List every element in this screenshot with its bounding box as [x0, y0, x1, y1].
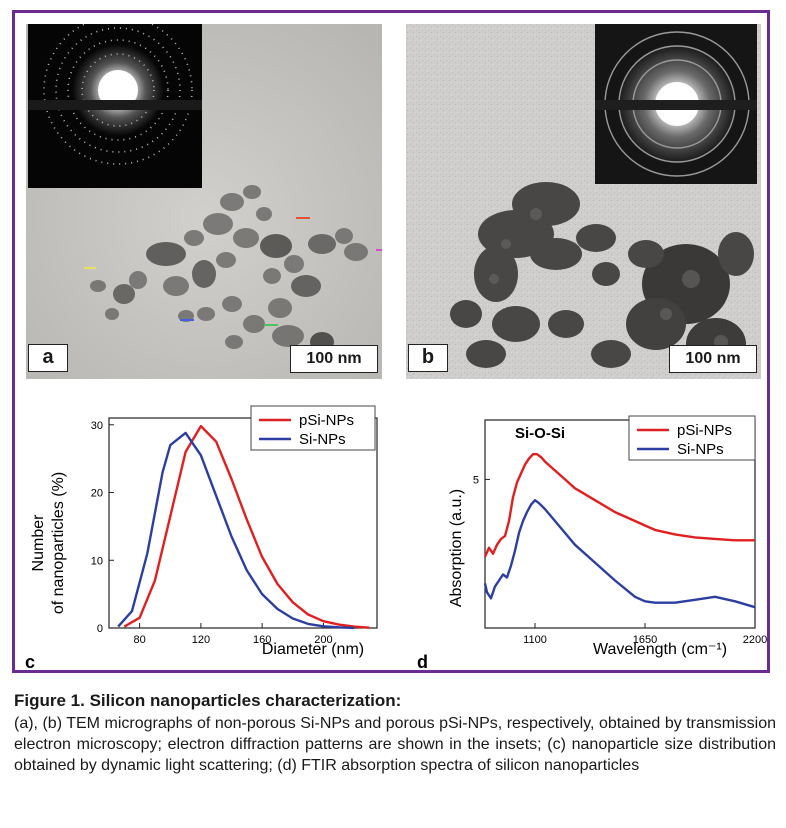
c-series-line-1 — [117, 431, 355, 630]
c-legend-label-0: pSi-NPs — [299, 412, 354, 429]
d-xtick-label: 2200 — [743, 634, 767, 646]
c-ytick-label: 20 — [91, 488, 103, 500]
c-ytick-label: 10 — [91, 555, 103, 567]
c-xtick-label: 160 — [253, 634, 271, 646]
chart-c-ylabel-line-1: Number — [30, 514, 47, 572]
d-xtick-label: 1100 — [523, 634, 547, 646]
d-legend-box — [628, 415, 756, 461]
d-legend-label-0: pSi-NPs — [677, 422, 732, 439]
c-xtick-label: 120 — [192, 634, 210, 646]
ftir-absorption-chart: 1100 1650 2200 5 pSi-NPs Si-NPs Absorption (… — [417, 415, 767, 672]
figure-caption: Figure 1. Silicon nanoparticles characte… — [14, 690, 776, 776]
d-legend-label-1: Si-NPs — [677, 441, 724, 458]
chart-d-axes: 1100 1650 2200 5 — [473, 419, 767, 646]
c-legend-box — [250, 405, 376, 451]
chart-d-annotation: Si-O-Si — [515, 425, 565, 442]
figure-frame: a 100 nm — [12, 10, 770, 673]
tem-micrograph-a: a 100 nm — [26, 24, 382, 379]
d-ytick-label: 5 — [473, 474, 479, 486]
scale-bar-b: 100 nm — [669, 345, 757, 373]
chart-c-legend: pSi-NPs Si-NPs — [250, 405, 376, 451]
panel-label-a: a — [28, 344, 68, 372]
panel-label-c: c — [25, 652, 35, 672]
chart-d-xlabel: Wavelength (cm⁻¹) — [593, 641, 727, 658]
c-xtick-label: 200 — [314, 634, 332, 646]
c-ytick-label: 30 — [91, 420, 103, 432]
chart-d-series — [483, 453, 756, 609]
chart-c-xlabel: Diameter (nm) — [262, 641, 364, 658]
d-plot-frame — [484, 419, 756, 629]
diffraction-inset-b — [595, 24, 757, 184]
chart-c-series — [117, 424, 370, 630]
caption-title: Figure 1. Silicon nanoparticles characte… — [14, 691, 402, 710]
d-series-line-1 — [483, 498, 756, 609]
d-series-line-0 — [483, 453, 755, 558]
panel-label-d: d — [417, 652, 428, 672]
tem-image-a — [26, 24, 382, 379]
diffraction-inset-a — [28, 24, 202, 188]
caption-body: (a), (b) TEM micrographs of non-porous S… — [14, 715, 776, 774]
c-series-line-0 — [123, 424, 370, 629]
c-legend-label-1: Si-NPs — [299, 431, 346, 448]
chart-c-axes: 80 120 160 200 0 10 20 30 — [91, 417, 378, 646]
c-plot-frame — [108, 417, 378, 629]
c-xtick-label: 80 — [134, 634, 146, 646]
chart-d-ylabel: Absorption (a.u.) — [448, 489, 465, 607]
tem-micrograph-b: b 100 nm — [406, 24, 761, 379]
d-xtick-label: 1650 — [633, 634, 657, 646]
c-ytick-label: 0 — [97, 623, 103, 635]
chart-d-legend: pSi-NPs Si-NPs — [628, 415, 756, 461]
scale-bar-a: 100 nm — [290, 345, 378, 373]
panel-label-b: b — [408, 344, 448, 372]
chart-c-ylabel-line-2: of nanoparticles (%) — [50, 472, 67, 614]
